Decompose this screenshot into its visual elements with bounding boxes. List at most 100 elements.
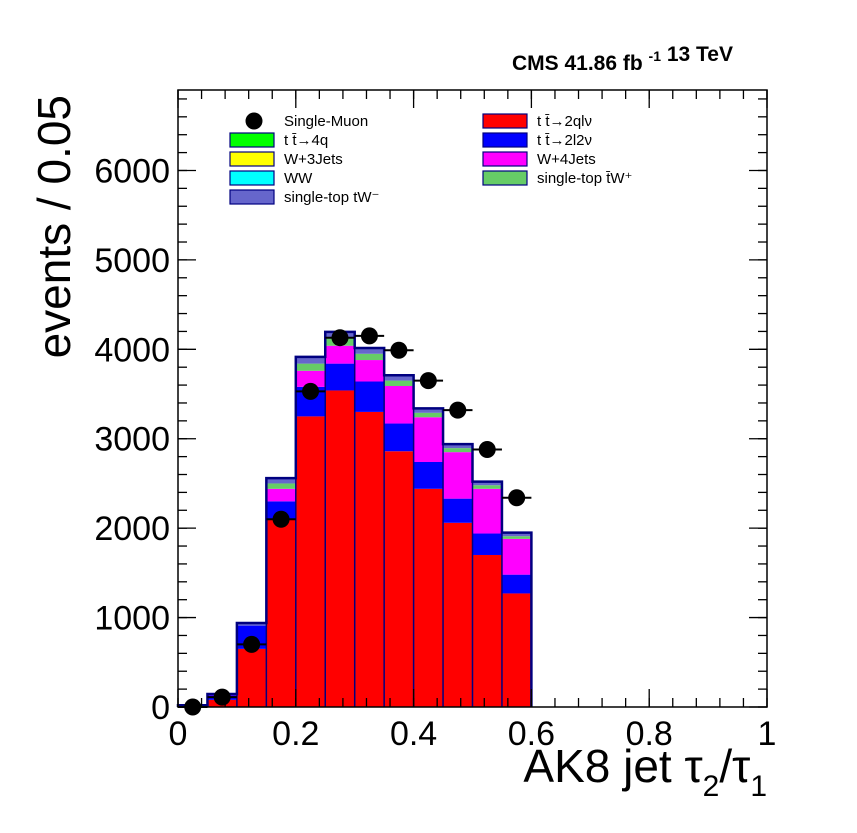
- bar-series4-bin9: [443, 444, 473, 449]
- legend-label: W+4Jets: [537, 151, 596, 168]
- bar-series2-bin6: [354, 360, 385, 382]
- bar-series0-bin11: [501, 593, 532, 707]
- bar-series4-bin4: [295, 356, 326, 364]
- legend-label: single-top t̄W⁺: [537, 170, 632, 187]
- bar-series4-bin11: [501, 532, 532, 537]
- legend-swatch: [482, 132, 528, 148]
- data-point: [449, 401, 467, 419]
- header-lumi-unit-sup: -1: [649, 48, 662, 64]
- x-tick-label: 0.4: [390, 715, 437, 753]
- y-tick-label: 6000: [94, 152, 170, 190]
- legend-swatch: [482, 113, 528, 129]
- bar-series3-bin4: [295, 363, 326, 371]
- legend-label: single-top tW⁻: [284, 189, 379, 206]
- header-lumi-value: 41.86: [564, 52, 617, 75]
- data-point: [302, 382, 320, 400]
- legend-swatch: [229, 170, 275, 186]
- bar-series0-bin8: [413, 488, 444, 707]
- bar-series0-bin3: [266, 519, 296, 707]
- bar-series0-bin6: [354, 411, 385, 707]
- bar-series3-bin9: [443, 448, 473, 453]
- legend-swatch: [229, 132, 275, 148]
- bar-series0-bin10: [472, 554, 502, 707]
- bar-series1-bin11: [501, 574, 532, 594]
- data-points-layer: [178, 327, 532, 716]
- legend-label: t t̄→2qlν: [537, 113, 592, 130]
- legend-swatch: [229, 189, 275, 205]
- bar-series2-bin10: [472, 488, 502, 534]
- legend-swatch: [482, 151, 528, 167]
- y-axis-title: events / 0.05: [28, 95, 80, 358]
- bar-series4-bin3: [266, 478, 296, 484]
- bar-series4-bin6: [354, 347, 385, 354]
- legend-label: t t̄→2l2ν: [537, 132, 592, 149]
- y-tick-label: 1000: [94, 600, 170, 638]
- bar-series1-bin3: [266, 501, 296, 520]
- header-lumi-unit: fb: [623, 52, 643, 75]
- legend-swatch: [482, 170, 528, 186]
- y-tick-label: 2000: [94, 510, 170, 548]
- y-tick-label: 3000: [94, 421, 170, 459]
- bar-series2-bin5: [325, 345, 355, 364]
- bar-series0-bin7: [384, 451, 414, 707]
- data-point: [508, 489, 526, 507]
- stack-outline: [176, 330, 533, 707]
- header-experiment: CMS: [512, 52, 559, 75]
- y-tick-label: 4000: [94, 331, 170, 369]
- header-lumi-text: CMS 41.86 fb -1 13 TeV: [512, 43, 733, 75]
- legend: Single-Muon t t̄→2qlν t t̄→4q t t̄→2l2ν W+3J…: [229, 112, 632, 206]
- bar-series4-bin2: [236, 622, 267, 626]
- bar-series0-bin9: [443, 522, 473, 707]
- bar-series0-bin2: [236, 648, 267, 707]
- data-point: [390, 341, 408, 359]
- data-point: [478, 440, 496, 458]
- bar-series2-bin7: [384, 385, 414, 424]
- bar-series4-bin10: [472, 481, 502, 486]
- bar-series4-bin8: [413, 408, 444, 413]
- legend-marker: [245, 112, 263, 130]
- plot-frame: [177, 89, 768, 708]
- bar-series1-bin7: [384, 423, 414, 452]
- bar-series2-bin9: [443, 452, 473, 499]
- bar-series3-bin3: [266, 483, 296, 489]
- bar-series1-bin9: [443, 498, 473, 523]
- data-point: [419, 372, 437, 390]
- bar-series3-bin6: [354, 353, 385, 361]
- data-point: [360, 327, 378, 345]
- data-point: [243, 635, 261, 653]
- data-point: [213, 688, 231, 706]
- stacked-histogram-layer: [176, 330, 533, 707]
- legend-label: WW: [284, 170, 313, 187]
- bar-series0-bin5: [325, 390, 355, 707]
- bar-series1-bin6: [354, 381, 385, 412]
- legend-label: t t̄→4q: [284, 132, 328, 149]
- x-tick-label: 0: [169, 715, 188, 753]
- chart-header: CMS 41.86 fb -1 13 TeV: [512, 43, 733, 75]
- bar-series2-bin4: [295, 370, 326, 387]
- bar-series3-bin10: [472, 485, 502, 489]
- data-point: [272, 510, 290, 528]
- bar-series4-bin7: [384, 375, 414, 381]
- axis-ticks-layer: 0 0.2 0.4 0.6 0.8 1 0 1000 2000 3000 4000 5000 6000: [94, 90, 776, 753]
- bar-series1-bin10: [472, 533, 502, 555]
- bar-series3-bin8: [413, 412, 444, 418]
- x-tick-label: 0.8: [626, 715, 673, 753]
- plot-frame-layer: [177, 89, 768, 708]
- bar-series1-bin5: [325, 363, 355, 391]
- legend-label: Single-Muon: [284, 113, 368, 130]
- x-axis-title: AK8 jet τ2/τ1: [523, 740, 767, 803]
- y-tick-label: 5000: [94, 242, 170, 280]
- bar-series2-bin11: [501, 538, 532, 575]
- legend-swatch: [229, 151, 275, 167]
- legend-label: W+3Jets: [284, 151, 343, 168]
- header-energy: 13 TeV: [667, 43, 733, 66]
- x-tick-label: 0.6: [508, 715, 555, 753]
- y-tick-label: 0: [151, 689, 170, 727]
- data-point: [331, 329, 349, 347]
- bar-series2-bin3: [266, 488, 296, 502]
- bar-series3-bin7: [384, 380, 414, 386]
- bar-series3-bin11: [501, 536, 532, 539]
- bar-series1-bin8: [413, 461, 444, 489]
- x-tick-label: 0.2: [272, 715, 319, 753]
